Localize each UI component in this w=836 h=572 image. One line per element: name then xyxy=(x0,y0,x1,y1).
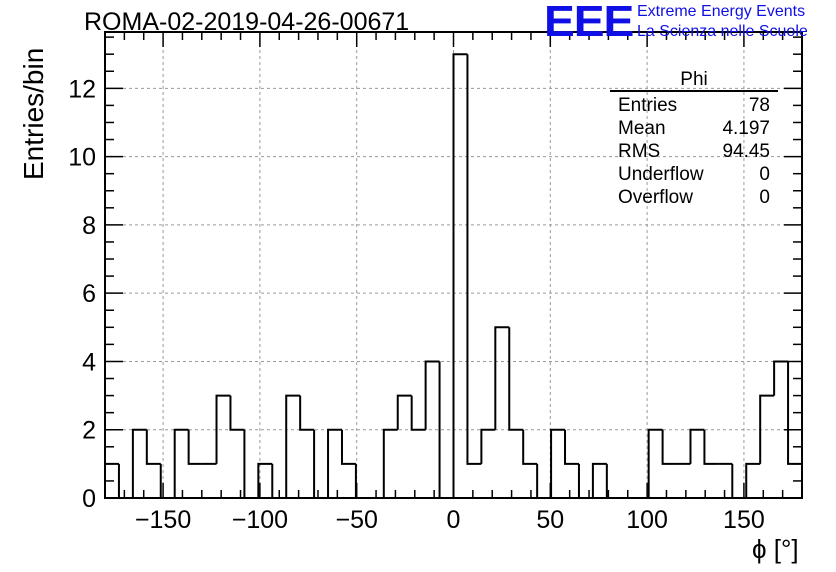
histogram-bin xyxy=(703,429,719,465)
chart-title: ROMA-02-2019-04-26-00671 xyxy=(84,8,410,36)
stats-row-entries: Entries 78 xyxy=(610,94,778,117)
eee-logo: EEE xyxy=(544,0,634,46)
axis-ticks xyxy=(104,32,803,499)
y-axis-label: Entries/bin xyxy=(18,47,49,180)
y-tick-label: 8 xyxy=(82,212,96,240)
stats-label: Underflow xyxy=(618,164,704,185)
histogram-bin xyxy=(689,428,705,464)
logo-caption-line2: La Scienza nelle Scuole xyxy=(637,23,808,40)
axis-tick-labels: −150 −100 −50 0 50 100 150 0 2 4 6 8 10 12 xyxy=(68,75,765,534)
histogram-bin xyxy=(452,53,468,498)
logo-caption: Extreme Energy Events La Scienza nelle S… xyxy=(637,2,808,42)
stats-value: 0 xyxy=(759,164,770,185)
histogram-bin xyxy=(396,394,412,430)
stats-value: 4.197 xyxy=(722,118,770,139)
histogram-bin xyxy=(285,394,301,498)
histogram-bin xyxy=(313,429,329,499)
histogram-bin xyxy=(522,429,538,465)
histogram-bin xyxy=(257,462,273,498)
stats-row-underflow: Underflow 0 xyxy=(610,163,778,186)
stats-row-mean: Mean 4.197 xyxy=(610,117,778,140)
stats-title: Phi xyxy=(610,70,778,92)
histogram-bin xyxy=(759,394,775,464)
x-tick-label: 100 xyxy=(626,506,668,534)
histogram-bin xyxy=(327,428,342,498)
y-tick-label: 12 xyxy=(68,75,96,103)
histogram-bin xyxy=(745,462,761,498)
histogram-bin xyxy=(480,428,496,464)
y-tick-label: 10 xyxy=(68,144,96,172)
stats-box: Phi Entries 78 Mean 4.197 RMS 94.45 Unde… xyxy=(610,70,778,209)
x-tick-label: 150 xyxy=(723,506,765,534)
histogram-bin xyxy=(536,463,552,499)
stats-row-overflow: Overflow 0 xyxy=(610,186,778,209)
histogram-bin xyxy=(424,360,440,430)
stats-label: Mean xyxy=(618,118,666,139)
histogram-bin xyxy=(187,429,203,465)
stats-label: RMS xyxy=(618,141,661,162)
histogram-bin xyxy=(173,428,189,498)
y-tick-label: 4 xyxy=(82,348,96,376)
y-tick-label: 0 xyxy=(82,485,96,513)
histogram-bin xyxy=(340,429,356,465)
histogram-bin xyxy=(773,360,789,396)
stats-value: 94.45 xyxy=(722,141,770,162)
histogram-bin xyxy=(508,327,524,431)
histogram-bin xyxy=(577,463,593,499)
x-tick-label: −50 xyxy=(335,506,377,534)
x-tick-label: −100 xyxy=(232,506,288,534)
histogram-bin xyxy=(550,428,566,498)
histogram-bin xyxy=(354,463,370,499)
histogram-bin xyxy=(410,395,426,431)
histogram-bin xyxy=(661,429,677,465)
histogram-bin xyxy=(466,54,482,465)
x-axis-label: ϕ [°] xyxy=(752,534,799,564)
histogram-bin xyxy=(243,429,259,499)
histogram-bin xyxy=(131,428,147,498)
histogram-bin xyxy=(494,326,510,430)
histogram-bin xyxy=(299,395,315,431)
stats-row-rms: RMS 94.45 xyxy=(610,140,778,163)
stats-label: Entries xyxy=(618,95,678,116)
stats-value: 78 xyxy=(748,95,770,116)
x-tick-label: −150 xyxy=(135,506,191,534)
y-tick-label: 6 xyxy=(82,280,96,308)
histogram-bin xyxy=(229,395,245,431)
histogram-bin xyxy=(117,463,133,499)
y-tick-label: 2 xyxy=(82,417,96,445)
logo-caption-line1: Extreme Energy Events xyxy=(637,3,806,20)
x-tick-label: 50 xyxy=(536,506,564,534)
histogram-bin xyxy=(647,428,663,498)
stats-label: Overflow xyxy=(618,187,693,208)
histogram-bin xyxy=(591,462,607,498)
histogram-bin xyxy=(215,394,231,464)
histogram-bin xyxy=(145,429,161,465)
histogram-bin xyxy=(564,429,579,465)
x-tick-label: 0 xyxy=(447,506,461,534)
stats-value: 0 xyxy=(759,187,770,208)
histogram-bin xyxy=(382,428,398,498)
